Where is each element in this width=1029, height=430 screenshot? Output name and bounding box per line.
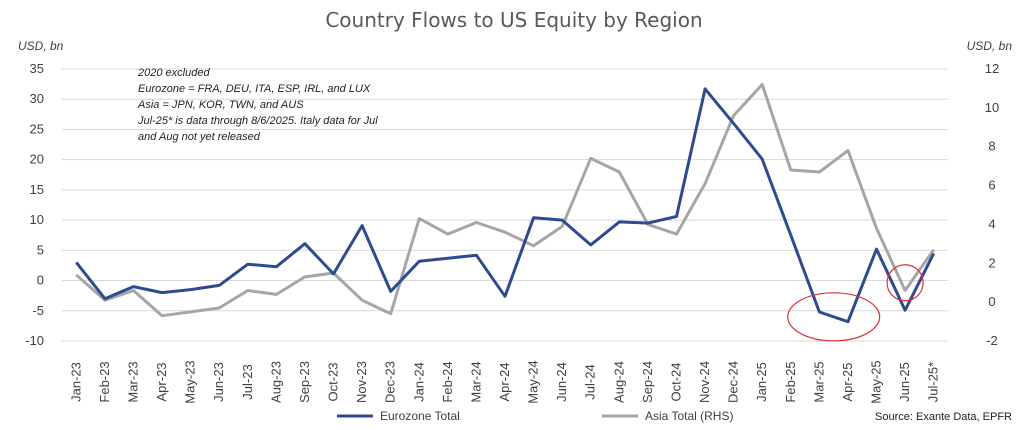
y-left-axis-unit: USD, bn bbox=[18, 39, 64, 53]
x-tick-labels: Jan-23 Feb-23 Mar-23 Apr-23 May-23 Jun-23 Jul-… bbox=[68, 360, 940, 403]
y-right-tick: 10 bbox=[985, 100, 999, 115]
chart-title: Country Flows to US Equity by Region bbox=[325, 8, 702, 32]
x-tick: Oct-23 bbox=[326, 362, 341, 401]
highlight-circles bbox=[787, 264, 924, 342]
x-tick: Jan-23 bbox=[68, 362, 83, 402]
x-tick: Mar-23 bbox=[125, 361, 140, 402]
y-right-tick: 0 bbox=[988, 294, 995, 309]
y-left-tick: 35 bbox=[30, 61, 44, 76]
x-tick: Jul-23 bbox=[240, 364, 255, 399]
y-left-tick: 5 bbox=[37, 242, 44, 257]
series-lines bbox=[75, 83, 936, 324]
y-left-tick: -5 bbox=[32, 303, 44, 318]
x-tick: Apr-24 bbox=[497, 362, 512, 401]
y-right-tick: 2 bbox=[988, 255, 995, 270]
x-tick: May-24 bbox=[526, 360, 541, 403]
y-left-tick: 0 bbox=[37, 273, 44, 288]
series-line-asia bbox=[75, 83, 935, 318]
x-tick: Feb-23 bbox=[97, 361, 112, 402]
annotation-line: 2020 excluded bbox=[137, 67, 210, 79]
source-note: Source: Exante Data, EPFR bbox=[875, 411, 1012, 423]
x-tick: Dec-24 bbox=[726, 361, 741, 403]
y-right-tick-labels: 12 10 8 6 4 2 0 -2 bbox=[985, 61, 999, 348]
series-line-eurozone bbox=[75, 87, 936, 324]
x-tick: Sep-24 bbox=[640, 361, 655, 403]
x-tick: Aug-23 bbox=[268, 361, 283, 403]
x-tick: Jul-25* bbox=[926, 362, 941, 402]
x-tick: Jun-23 bbox=[211, 362, 226, 402]
x-tick: Mar-25 bbox=[811, 361, 826, 402]
annotation-line: Eurozone = FRA, DEU, ITA, ESP, IRL, and … bbox=[138, 83, 371, 95]
y-right-tick: 6 bbox=[988, 178, 995, 193]
x-tick: Apr-25 bbox=[840, 362, 855, 401]
x-tick: Nov-23 bbox=[354, 361, 369, 403]
y-right-axis-unit: USD, bn bbox=[967, 39, 1013, 53]
legend-label-asia: Asia Total (RHS) bbox=[645, 409, 733, 423]
y-left-tick: -10 bbox=[25, 333, 44, 348]
highlight-circle bbox=[886, 264, 924, 302]
y-right-tick: 4 bbox=[988, 216, 995, 231]
y-left-tick: 25 bbox=[30, 121, 44, 136]
y-left-tick: 10 bbox=[30, 212, 44, 227]
x-tick: Dec-23 bbox=[383, 361, 398, 403]
x-tick: Feb-25 bbox=[783, 361, 798, 402]
x-tick: Feb-24 bbox=[440, 361, 455, 402]
annotation-line: Jul-25* is data through 8/6/2025. Italy … bbox=[137, 115, 378, 127]
y-left-tick: 30 bbox=[30, 91, 44, 106]
x-tick: Apr-23 bbox=[154, 362, 169, 401]
x-tick: Jul-24 bbox=[583, 364, 598, 399]
x-tick: May-25 bbox=[869, 360, 884, 403]
x-tick: Jun-25 bbox=[897, 362, 912, 402]
y-left-tick-labels: 35 30 25 20 15 10 5 0 -5 -10 bbox=[25, 61, 44, 348]
legend: Eurozone Total Asia Total (RHS) bbox=[337, 409, 733, 423]
annotation-line: Asia = JPN, KOR, TWN, and AUS bbox=[137, 99, 304, 111]
x-tick: Aug-24 bbox=[611, 361, 626, 403]
legend-label-eurozone: Eurozone Total bbox=[380, 409, 460, 423]
y-left-tick: 15 bbox=[30, 182, 44, 197]
highlight-circle bbox=[787, 292, 881, 342]
x-tick: Jan-24 bbox=[411, 362, 426, 402]
annotation-notes: 2020 excluded Eurozone = FRA, DEU, ITA, E… bbox=[137, 67, 378, 143]
y-right-tick: 8 bbox=[988, 139, 995, 154]
y-right-tick: -2 bbox=[986, 333, 998, 348]
x-tick: Oct-24 bbox=[668, 362, 683, 401]
x-tick: Nov-24 bbox=[697, 361, 712, 403]
x-tick: Jun-24 bbox=[554, 362, 569, 402]
x-tick: Mar-24 bbox=[468, 361, 483, 402]
x-tick: May-23 bbox=[183, 360, 198, 403]
y-right-tick: 12 bbox=[985, 61, 999, 76]
y-left-tick: 20 bbox=[30, 152, 44, 167]
x-tick: Sep-23 bbox=[297, 361, 312, 403]
gridlines bbox=[62, 68, 948, 342]
x-tick: Jan-25 bbox=[754, 362, 769, 402]
annotation-line: and Aug not yet released bbox=[138, 131, 261, 143]
